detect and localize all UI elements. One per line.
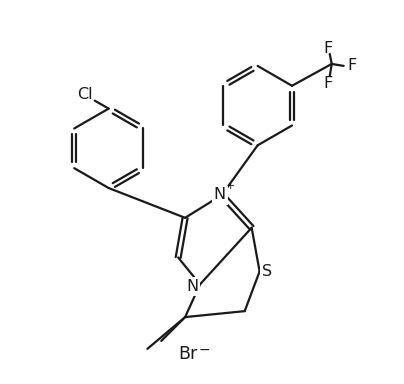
Text: −: −: [199, 343, 210, 357]
Text: Br: Br: [178, 345, 197, 363]
Text: N: N: [186, 279, 198, 294]
Text: Cl: Cl: [77, 87, 93, 102]
Text: S: S: [263, 264, 273, 279]
Text: F: F: [347, 58, 356, 73]
Text: N: N: [214, 187, 226, 202]
Text: F: F: [323, 76, 332, 91]
Text: +: +: [226, 181, 236, 191]
Text: F: F: [323, 41, 332, 56]
